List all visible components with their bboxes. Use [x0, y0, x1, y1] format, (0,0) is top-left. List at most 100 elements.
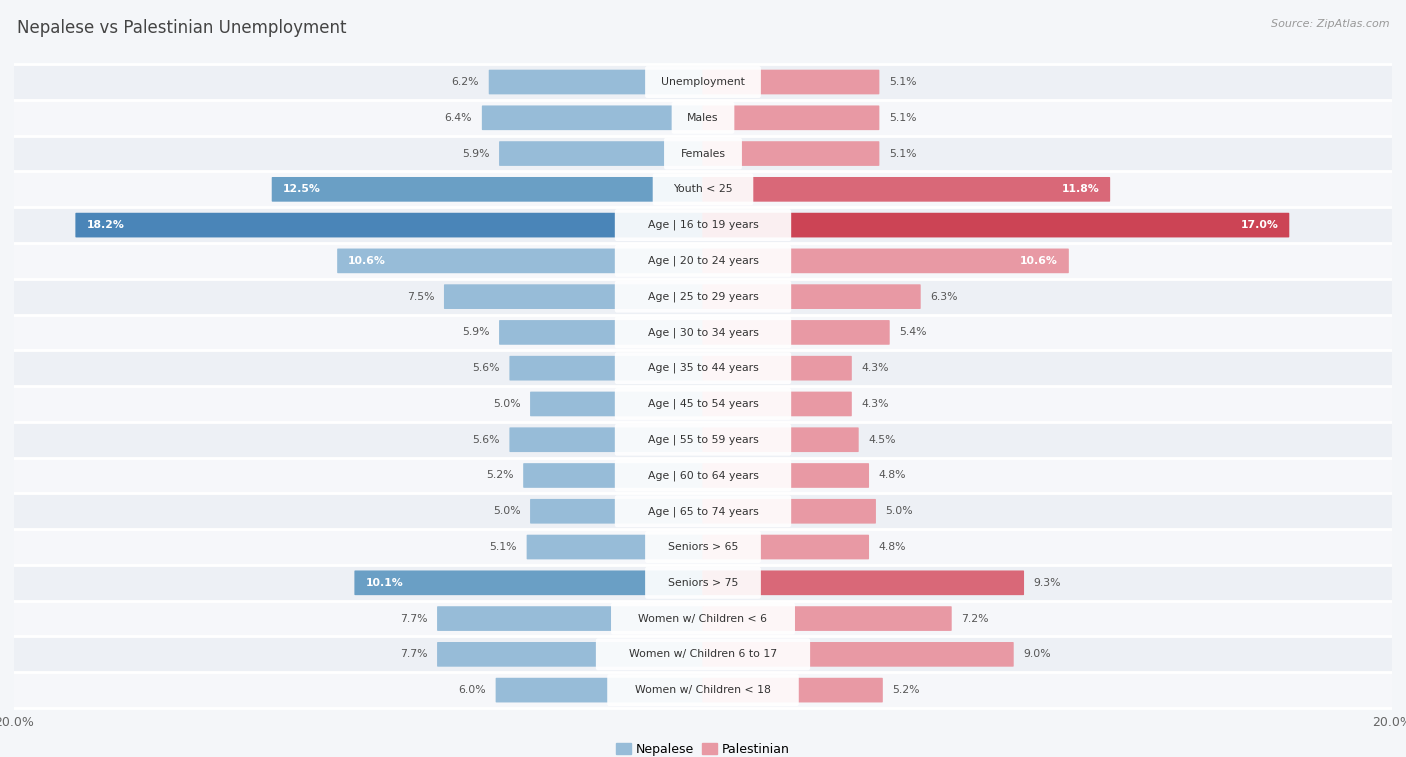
- Text: 5.2%: 5.2%: [893, 685, 920, 695]
- Text: 4.3%: 4.3%: [862, 363, 889, 373]
- FancyBboxPatch shape: [652, 173, 754, 205]
- FancyBboxPatch shape: [523, 463, 703, 488]
- FancyBboxPatch shape: [703, 285, 921, 309]
- Text: 9.0%: 9.0%: [1024, 650, 1050, 659]
- FancyBboxPatch shape: [509, 428, 703, 452]
- Text: Youth < 25: Youth < 25: [673, 185, 733, 195]
- FancyBboxPatch shape: [664, 138, 742, 170]
- FancyBboxPatch shape: [527, 534, 703, 559]
- Text: 6.3%: 6.3%: [931, 291, 957, 301]
- Text: Women w/ Children < 6: Women w/ Children < 6: [638, 614, 768, 624]
- FancyBboxPatch shape: [509, 356, 703, 381]
- Text: 7.7%: 7.7%: [399, 614, 427, 624]
- FancyBboxPatch shape: [14, 494, 1392, 529]
- Text: 5.4%: 5.4%: [900, 328, 927, 338]
- FancyBboxPatch shape: [703, 177, 1111, 201]
- Text: 6.0%: 6.0%: [458, 685, 486, 695]
- FancyBboxPatch shape: [703, 213, 1289, 238]
- Text: 5.0%: 5.0%: [494, 506, 520, 516]
- FancyBboxPatch shape: [614, 281, 792, 313]
- FancyBboxPatch shape: [703, 499, 876, 524]
- Text: Age | 20 to 24 years: Age | 20 to 24 years: [648, 256, 758, 266]
- Text: Nepalese vs Palestinian Unemployment: Nepalese vs Palestinian Unemployment: [17, 19, 346, 37]
- Text: 5.1%: 5.1%: [889, 113, 917, 123]
- FancyBboxPatch shape: [14, 207, 1392, 243]
- Text: Age | 16 to 19 years: Age | 16 to 19 years: [648, 220, 758, 230]
- FancyBboxPatch shape: [14, 350, 1392, 386]
- Text: 5.6%: 5.6%: [472, 363, 499, 373]
- Text: 4.8%: 4.8%: [879, 542, 907, 552]
- FancyBboxPatch shape: [14, 386, 1392, 422]
- FancyBboxPatch shape: [14, 637, 1392, 672]
- FancyBboxPatch shape: [499, 142, 703, 166]
- FancyBboxPatch shape: [354, 571, 703, 595]
- FancyBboxPatch shape: [337, 248, 703, 273]
- FancyBboxPatch shape: [14, 672, 1392, 708]
- FancyBboxPatch shape: [607, 674, 799, 706]
- Text: Women w/ Children < 18: Women w/ Children < 18: [636, 685, 770, 695]
- Text: Age | 65 to 74 years: Age | 65 to 74 years: [648, 506, 758, 516]
- FancyBboxPatch shape: [437, 606, 703, 631]
- FancyBboxPatch shape: [496, 678, 703, 702]
- FancyBboxPatch shape: [489, 70, 703, 95]
- Text: 5.9%: 5.9%: [463, 148, 489, 158]
- FancyBboxPatch shape: [437, 642, 703, 667]
- Text: 5.0%: 5.0%: [494, 399, 520, 409]
- Text: 10.1%: 10.1%: [366, 578, 404, 587]
- FancyBboxPatch shape: [703, 428, 859, 452]
- Text: 7.2%: 7.2%: [962, 614, 988, 624]
- FancyBboxPatch shape: [530, 391, 703, 416]
- FancyBboxPatch shape: [76, 213, 703, 238]
- Text: 4.5%: 4.5%: [869, 435, 896, 444]
- Text: Age | 45 to 54 years: Age | 45 to 54 years: [648, 399, 758, 410]
- FancyBboxPatch shape: [614, 388, 792, 420]
- FancyBboxPatch shape: [703, 678, 883, 702]
- FancyBboxPatch shape: [703, 571, 1024, 595]
- FancyBboxPatch shape: [271, 177, 703, 201]
- Text: Females: Females: [681, 148, 725, 158]
- Text: Source: ZipAtlas.com: Source: ZipAtlas.com: [1271, 19, 1389, 29]
- FancyBboxPatch shape: [645, 531, 761, 563]
- FancyBboxPatch shape: [14, 458, 1392, 494]
- Text: 5.1%: 5.1%: [889, 148, 917, 158]
- FancyBboxPatch shape: [612, 603, 794, 634]
- Text: 6.4%: 6.4%: [444, 113, 472, 123]
- FancyBboxPatch shape: [614, 209, 792, 241]
- FancyBboxPatch shape: [703, 142, 879, 166]
- FancyBboxPatch shape: [614, 424, 792, 456]
- Text: 4.3%: 4.3%: [862, 399, 889, 409]
- FancyBboxPatch shape: [596, 638, 810, 670]
- FancyBboxPatch shape: [14, 565, 1392, 601]
- FancyBboxPatch shape: [703, 642, 1014, 667]
- Text: Age | 60 to 64 years: Age | 60 to 64 years: [648, 470, 758, 481]
- FancyBboxPatch shape: [14, 136, 1392, 171]
- FancyBboxPatch shape: [14, 279, 1392, 314]
- FancyBboxPatch shape: [703, 463, 869, 488]
- Text: 5.2%: 5.2%: [486, 471, 513, 481]
- FancyBboxPatch shape: [14, 529, 1392, 565]
- FancyBboxPatch shape: [645, 66, 761, 98]
- Text: Seniors > 75: Seniors > 75: [668, 578, 738, 587]
- Text: 7.7%: 7.7%: [399, 650, 427, 659]
- Text: Age | 25 to 29 years: Age | 25 to 29 years: [648, 291, 758, 302]
- Text: 6.2%: 6.2%: [451, 77, 479, 87]
- FancyBboxPatch shape: [14, 64, 1392, 100]
- FancyBboxPatch shape: [672, 102, 734, 134]
- Text: 11.8%: 11.8%: [1062, 185, 1099, 195]
- Text: 12.5%: 12.5%: [283, 185, 321, 195]
- FancyBboxPatch shape: [14, 601, 1392, 637]
- Text: Seniors > 65: Seniors > 65: [668, 542, 738, 552]
- FancyBboxPatch shape: [703, 606, 952, 631]
- FancyBboxPatch shape: [703, 534, 869, 559]
- FancyBboxPatch shape: [14, 422, 1392, 458]
- Text: Unemployment: Unemployment: [661, 77, 745, 87]
- FancyBboxPatch shape: [703, 320, 890, 344]
- Text: 7.5%: 7.5%: [406, 291, 434, 301]
- Legend: Nepalese, Palestinian: Nepalese, Palestinian: [612, 737, 794, 757]
- Text: 5.9%: 5.9%: [463, 328, 489, 338]
- Text: 5.6%: 5.6%: [472, 435, 499, 444]
- Text: 5.0%: 5.0%: [886, 506, 912, 516]
- FancyBboxPatch shape: [614, 459, 792, 491]
- Text: 4.8%: 4.8%: [879, 471, 907, 481]
- FancyBboxPatch shape: [614, 495, 792, 527]
